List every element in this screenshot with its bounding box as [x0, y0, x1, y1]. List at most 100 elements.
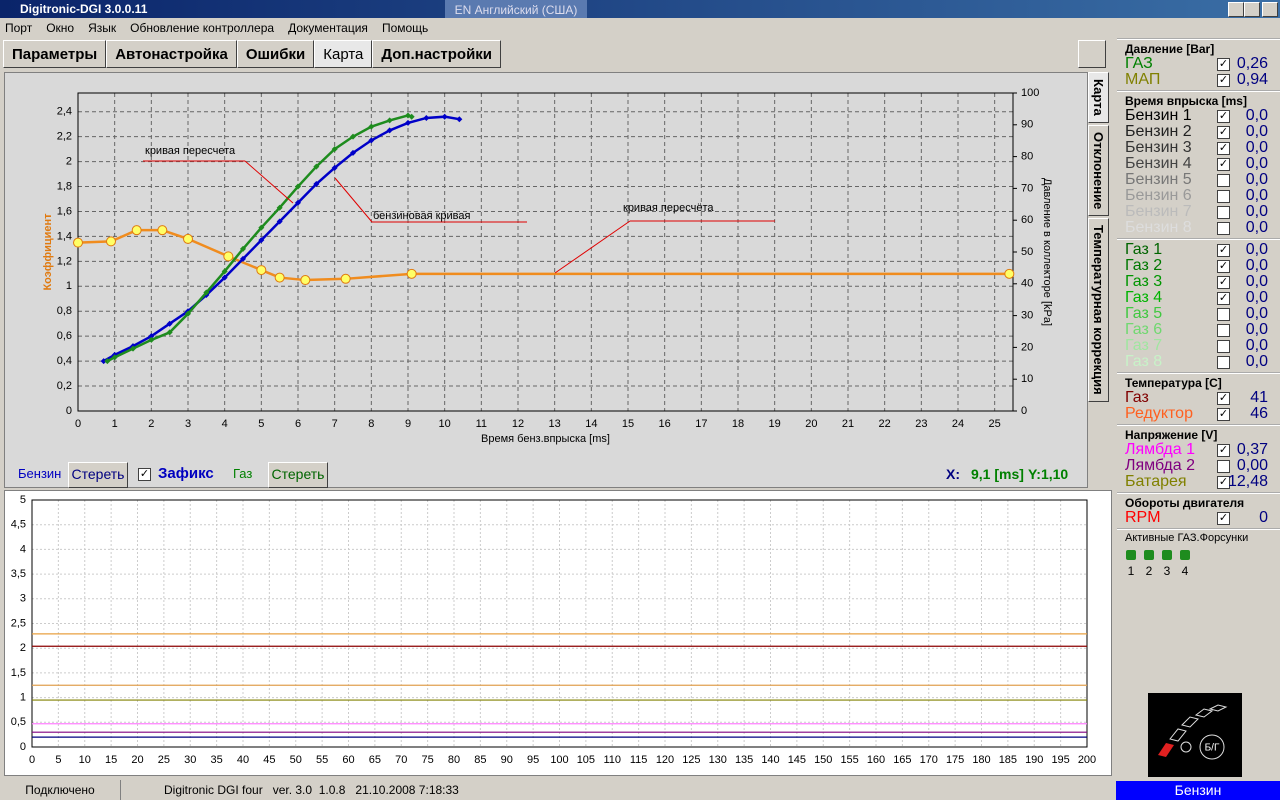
sensor-checkbox[interactable] — [1217, 356, 1230, 369]
sensor-checkbox[interactable]: ✓ — [1217, 74, 1230, 87]
sensor-checkbox[interactable] — [1217, 460, 1230, 473]
clear-petrol-button[interactable]: Стереть — [68, 462, 128, 488]
sensor-checkbox[interactable]: ✓ — [1217, 158, 1230, 171]
group-title: Время впрыска [ms] — [1125, 94, 1247, 108]
sensor-value: 41 — [1250, 389, 1268, 406]
injector: 3 — [1161, 550, 1173, 578]
tab[interactable]: Доп.настройки — [372, 40, 502, 68]
sensor-label: Бензин 4 — [1125, 155, 1192, 172]
tab[interactable]: Ошибки — [236, 40, 315, 68]
sensor-label: Лямбда 2 — [1125, 457, 1196, 474]
sensor-checkbox[interactable]: ✓ — [1217, 126, 1230, 139]
sensor-label: Газ — [1125, 389, 1149, 406]
menu-item[interactable]: Окно — [46, 21, 75, 35]
sensor-value: 12,48 — [1227, 473, 1268, 490]
sensor-label: Бензин 8 — [1125, 219, 1192, 236]
sensor-checkbox[interactable]: ✓ — [1217, 110, 1230, 123]
injector-label: 3 — [1163, 564, 1171, 578]
sensor-row: Лямбда 2 0,00 — [1125, 458, 1280, 474]
menu-item[interactable]: Помощь — [381, 21, 429, 35]
injector: 2 — [1143, 550, 1155, 578]
sensor-checkbox[interactable]: ✓ — [1217, 142, 1230, 155]
minimize-button[interactable] — [1228, 2, 1244, 17]
sensor-label: Редуктор — [1125, 405, 1193, 422]
indicator — [1180, 741, 1192, 753]
sensor-value: 0 — [1259, 509, 1268, 526]
sensor-checkbox[interactable]: ✓ — [1217, 512, 1230, 525]
sensor-row: Бензин 3 ✓ 0,0 — [1125, 140, 1280, 156]
tab[interactable]: Автонастройка — [106, 40, 237, 68]
clear-gas-button[interactable]: Стереть — [268, 462, 328, 488]
sensor-checkbox[interactable]: ✓ — [1217, 260, 1230, 273]
sensor-row: ГАЗ ✓ 0,26 — [1125, 56, 1280, 72]
sensor-checkbox[interactable] — [1217, 206, 1230, 219]
sensor-checkbox[interactable] — [1217, 190, 1230, 203]
side-tab[interactable]: Карта — [1088, 72, 1109, 123]
side-tabs: Карта Отклонение Температурная коррекция — [1088, 72, 1110, 404]
sensor-checkbox[interactable] — [1217, 324, 1230, 337]
sensor-value: 0,37 — [1236, 441, 1268, 458]
tab-bar: Параметры Автонастройка Ошибки Карта Доп.нас… — [3, 40, 502, 68]
group-title: Активные ГАЗ.Форсунки — [1125, 532, 1249, 544]
led — [1208, 704, 1228, 712]
injector-label: 2 — [1145, 564, 1153, 578]
menu-item[interactable]: Документация — [288, 21, 368, 35]
sensor-checkbox[interactable] — [1217, 340, 1230, 353]
sensor-row: Газ 1 ✓ 0,0 — [1125, 242, 1280, 258]
side-tab[interactable]: Отклонение — [1088, 124, 1109, 217]
language-indicator[interactable]: EN Английский (США) — [445, 0, 587, 18]
fuel-switch[interactable]: Б/Г — [1148, 693, 1242, 777]
sensor-value: 0,0 — [1245, 171, 1268, 188]
led — [1158, 743, 1174, 757]
sensor-row: Бензин 7 0,0 — [1125, 204, 1280, 220]
sensor-value: 0,26 — [1236, 55, 1268, 72]
led — [1181, 716, 1199, 728]
group-title: Давление [Bar] — [1125, 42, 1215, 56]
sensor-value: 0,0 — [1245, 337, 1268, 354]
sensor-checkbox[interactable] — [1217, 174, 1230, 187]
sensor-checkbox[interactable]: ✓ — [1217, 444, 1230, 457]
switch-label: Б/Г — [1205, 743, 1220, 754]
menu-bar: Порт Окно Язык Обновление контроллера Докуме… — [0, 18, 1110, 38]
sensor-label: Газ 7 — [1125, 337, 1163, 354]
close-button[interactable] — [1262, 2, 1278, 17]
sensor-value: 0,0 — [1245, 241, 1268, 258]
menu-item[interactable]: Порт — [5, 21, 33, 35]
petrol-label: Бензин — [18, 466, 62, 481]
group-title: Обороты двигателя — [1125, 496, 1245, 510]
sensor-row: Газ 3 ✓ 0,0 — [1125, 274, 1280, 290]
sensor-row: Бензин 2 ✓ 0,0 — [1125, 124, 1280, 140]
injector-icon — [1180, 550, 1190, 560]
sidebar: Давление [Bar] ГАЗ ✓ 0,26 МАП ✓ 0,94 Время впры… — [1117, 38, 1280, 580]
led — [1169, 728, 1187, 742]
menu-item[interactable]: Язык — [88, 21, 117, 35]
side-tab[interactable]: Температурная коррекция — [1088, 218, 1109, 402]
tab[interactable]: Параметры — [3, 40, 107, 68]
sensor-row: Газ 7 0,0 — [1125, 338, 1280, 354]
sensor-label: Газ 5 — [1125, 305, 1163, 322]
fix-label: Зафикс — [158, 465, 214, 482]
maximize-button[interactable] — [1244, 2, 1260, 17]
sensor-value: 0,0 — [1245, 203, 1268, 220]
sensor-checkbox[interactable]: ✓ — [1217, 276, 1230, 289]
sensor-checkbox[interactable] — [1217, 222, 1230, 235]
sensor-label: Батарея — [1125, 473, 1187, 490]
sensor-checkbox[interactable]: ✓ — [1217, 476, 1230, 489]
fix-checkbox[interactable]: ✓ — [138, 468, 151, 481]
sensor-checkbox[interactable] — [1217, 308, 1230, 321]
menu-item[interactable]: Обновление контроллера — [130, 21, 275, 35]
sensor-checkbox[interactable]: ✓ — [1217, 244, 1230, 257]
tool-button[interactable] — [1078, 40, 1106, 68]
sensor-checkbox[interactable]: ✓ — [1217, 292, 1230, 305]
sensor-value: 0,0 — [1245, 107, 1268, 124]
sensor-label: Бензин 6 — [1125, 187, 1192, 204]
sensor-checkbox[interactable]: ✓ — [1217, 408, 1230, 421]
sensor-checkbox[interactable]: ✓ — [1217, 392, 1230, 405]
mode-indicator: Бензин — [1116, 781, 1280, 800]
tab[interactable]: Карта — [314, 40, 373, 68]
sensor-row: Газ 2 ✓ 0,0 — [1125, 258, 1280, 274]
sensor-value: 46 — [1250, 405, 1268, 422]
sensor-row: Газ ✓ 41 — [1125, 390, 1280, 406]
sensor-checkbox[interactable]: ✓ — [1217, 58, 1230, 71]
